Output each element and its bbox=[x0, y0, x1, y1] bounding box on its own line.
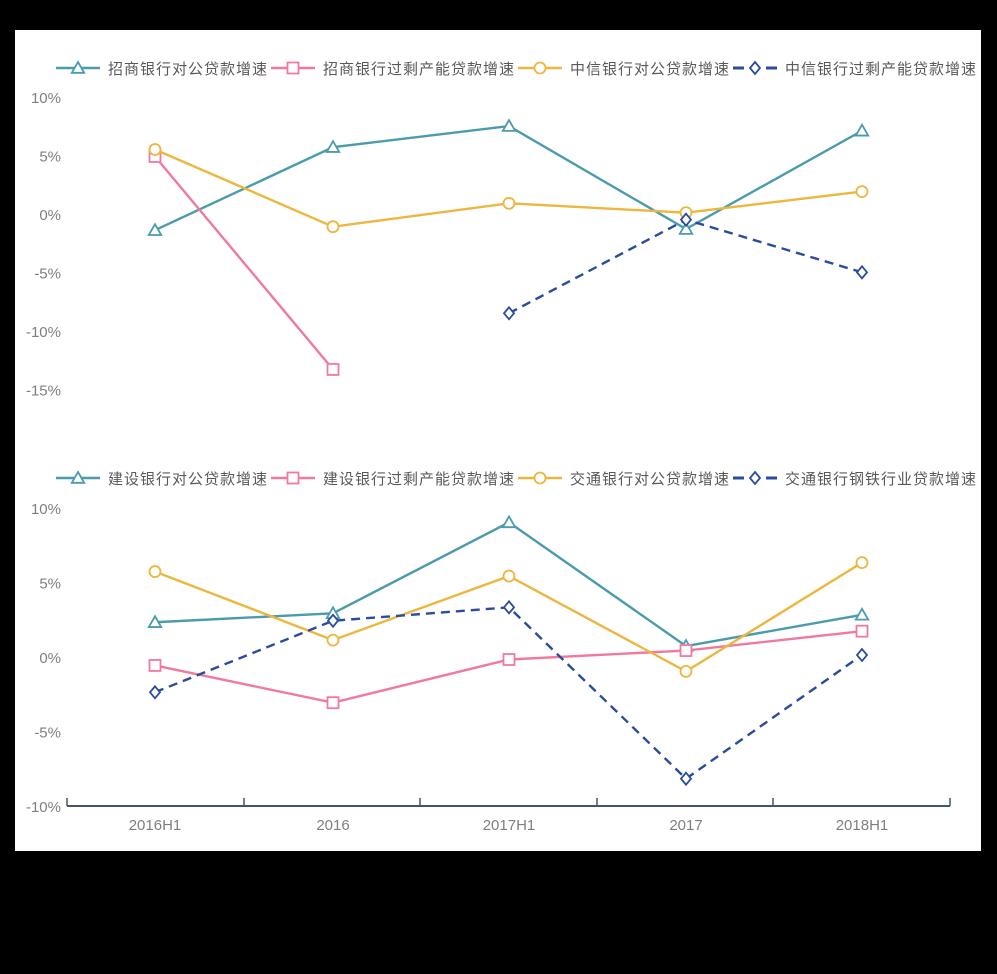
square-marker-icon bbox=[286, 471, 300, 485]
circle-marker-icon bbox=[326, 633, 340, 647]
diamond-legend-marker-icon bbox=[732, 470, 777, 486]
circle-legend-marker-icon bbox=[517, 61, 562, 75]
triangle-marker-icon bbox=[70, 60, 86, 74]
diamond-marker-icon bbox=[326, 613, 340, 629]
x-axis-tick-label: 2016H1 bbox=[129, 817, 182, 834]
y-axis-tick-label: -10% bbox=[26, 799, 61, 816]
chart-canvas: 招商银行对公贷款增速 招商银行过剩产能贷款增速 中信银行对公贷款增速 中信银行过剩产能… bbox=[15, 30, 981, 851]
bottom-chart-legend: 建设银行对公贷款增速 建设银行过剩产能贷款增速 交通银行对公贷款增速 交通银行钢铁行业… bbox=[55, 468, 977, 488]
legend-label: 招商银行过剩产能贷款增速 bbox=[322, 60, 515, 78]
x-axis-tick-label: 2017H1 bbox=[483, 817, 536, 834]
circle-marker-icon bbox=[148, 143, 162, 156]
diamond-legend-marker-icon bbox=[732, 60, 777, 76]
legend-item: 建设银行对公贷款增速 bbox=[55, 468, 268, 489]
series-line bbox=[154, 124, 863, 232]
y-axis-tick-label: 0% bbox=[39, 650, 61, 667]
triangle-marker-icon bbox=[325, 139, 341, 153]
y-axis-tick-label: 0% bbox=[39, 207, 61, 224]
diamond-marker-icon bbox=[502, 305, 516, 321]
square-legend-marker-icon bbox=[270, 61, 315, 75]
y-axis-tick-label: 10% bbox=[31, 501, 61, 518]
circle-marker-icon bbox=[679, 665, 693, 678]
triangle-legend-marker-icon bbox=[56, 60, 100, 74]
diamond-marker-icon bbox=[855, 647, 869, 663]
diamond-marker-icon bbox=[502, 599, 516, 615]
square-marker-icon bbox=[286, 61, 300, 75]
triangle-marker-icon bbox=[854, 122, 870, 137]
circle-marker-icon bbox=[855, 185, 869, 198]
square-marker-icon bbox=[326, 696, 340, 710]
top-chart-legend: 招商银行对公贷款增速 招商银行过剩产能贷款增速 中信银行对公贷款增速 中信银行过剩产能… bbox=[55, 58, 977, 78]
y-axis-tick-label: -5% bbox=[34, 725, 61, 742]
square-marker-icon bbox=[502, 653, 516, 666]
circle-marker-icon bbox=[148, 565, 162, 578]
triangle-marker-icon bbox=[147, 614, 163, 628]
circle-marker-icon bbox=[533, 61, 547, 75]
y-axis-tick-label: 10% bbox=[31, 90, 61, 107]
square-legend-marker-icon bbox=[270, 471, 315, 485]
legend-item: 中信银行对公贷款增速 bbox=[517, 58, 730, 79]
legend-label: 建设银行对公贷款增速 bbox=[108, 470, 269, 488]
y-axis-tick-label: -5% bbox=[34, 266, 61, 283]
circle-legend-marker-icon bbox=[517, 471, 562, 485]
x-axis-tick-label: 2018H1 bbox=[836, 817, 889, 834]
triangle-marker-icon bbox=[70, 470, 86, 484]
y-axis-tick-label: 5% bbox=[39, 576, 61, 593]
square-marker-icon bbox=[855, 624, 869, 638]
legend-label: 交通银行对公贷款增速 bbox=[569, 470, 730, 488]
diamond-marker-icon bbox=[148, 684, 162, 700]
legend-item: 交通银行钢铁行业贷款增速 bbox=[732, 468, 977, 489]
y-axis-tick-label: 5% bbox=[39, 149, 61, 166]
triangle-marker-icon bbox=[501, 118, 517, 132]
circle-marker-icon bbox=[533, 471, 547, 485]
triangle-marker-icon bbox=[854, 606, 870, 621]
diamond-marker-icon bbox=[748, 470, 762, 486]
triangle-marker-icon bbox=[147, 222, 163, 236]
circle-marker-icon bbox=[326, 220, 340, 234]
triangle-marker-icon bbox=[501, 514, 517, 529]
diamond-marker-icon bbox=[748, 60, 762, 76]
legend-item: 建设银行过剩产能贷款增速 bbox=[270, 468, 515, 489]
series-line bbox=[154, 629, 863, 704]
y-axis-tick-label: -10% bbox=[26, 324, 61, 341]
circle-marker-icon bbox=[502, 569, 516, 583]
top-chart-plot: 10% 5% 0% -5% -10% -15% bbox=[26, 90, 870, 400]
square-marker-icon bbox=[148, 659, 162, 672]
circle-marker-icon bbox=[502, 196, 516, 210]
circle-marker-icon bbox=[855, 556, 869, 570]
legend-item: 招商银行过剩产能贷款增速 bbox=[270, 58, 515, 79]
diamond-marker-icon bbox=[855, 264, 869, 280]
legend-item: 交通银行对公贷款增速 bbox=[517, 468, 730, 489]
square-marker-icon bbox=[679, 644, 693, 657]
legend-item: 招商银行对公贷款增速 bbox=[55, 58, 268, 79]
square-marker-icon bbox=[326, 363, 340, 376]
x-axis-tick-label: 2017 bbox=[669, 817, 702, 834]
legend-label: 交通银行钢铁行业贷款增速 bbox=[784, 470, 977, 488]
diamond-marker-icon bbox=[679, 771, 693, 787]
triangle-marker-icon bbox=[678, 221, 694, 235]
bottom-chart-plot: 10% 5% 0% -5% -10% 2016H1 2016 2017H1 2017 2018H1 bbox=[26, 501, 951, 834]
diamond-marker-icon bbox=[679, 212, 693, 228]
y-axis-tick-label: -15% bbox=[26, 383, 61, 400]
series-line bbox=[154, 148, 863, 228]
legend-label: 中信银行过剩产能贷款增速 bbox=[784, 60, 977, 78]
triangle-legend-marker-icon bbox=[56, 470, 100, 484]
series-line bbox=[154, 155, 334, 371]
legend-label: 中信银行对公贷款增速 bbox=[569, 60, 730, 78]
x-axis-tick-label: 2016 bbox=[316, 817, 349, 834]
legend-item: 中信银行过剩产能贷款增速 bbox=[732, 58, 977, 79]
legend-label: 招商银行对公贷款增速 bbox=[108, 60, 269, 78]
legend-label: 建设银行过剩产能贷款增速 bbox=[322, 470, 515, 488]
